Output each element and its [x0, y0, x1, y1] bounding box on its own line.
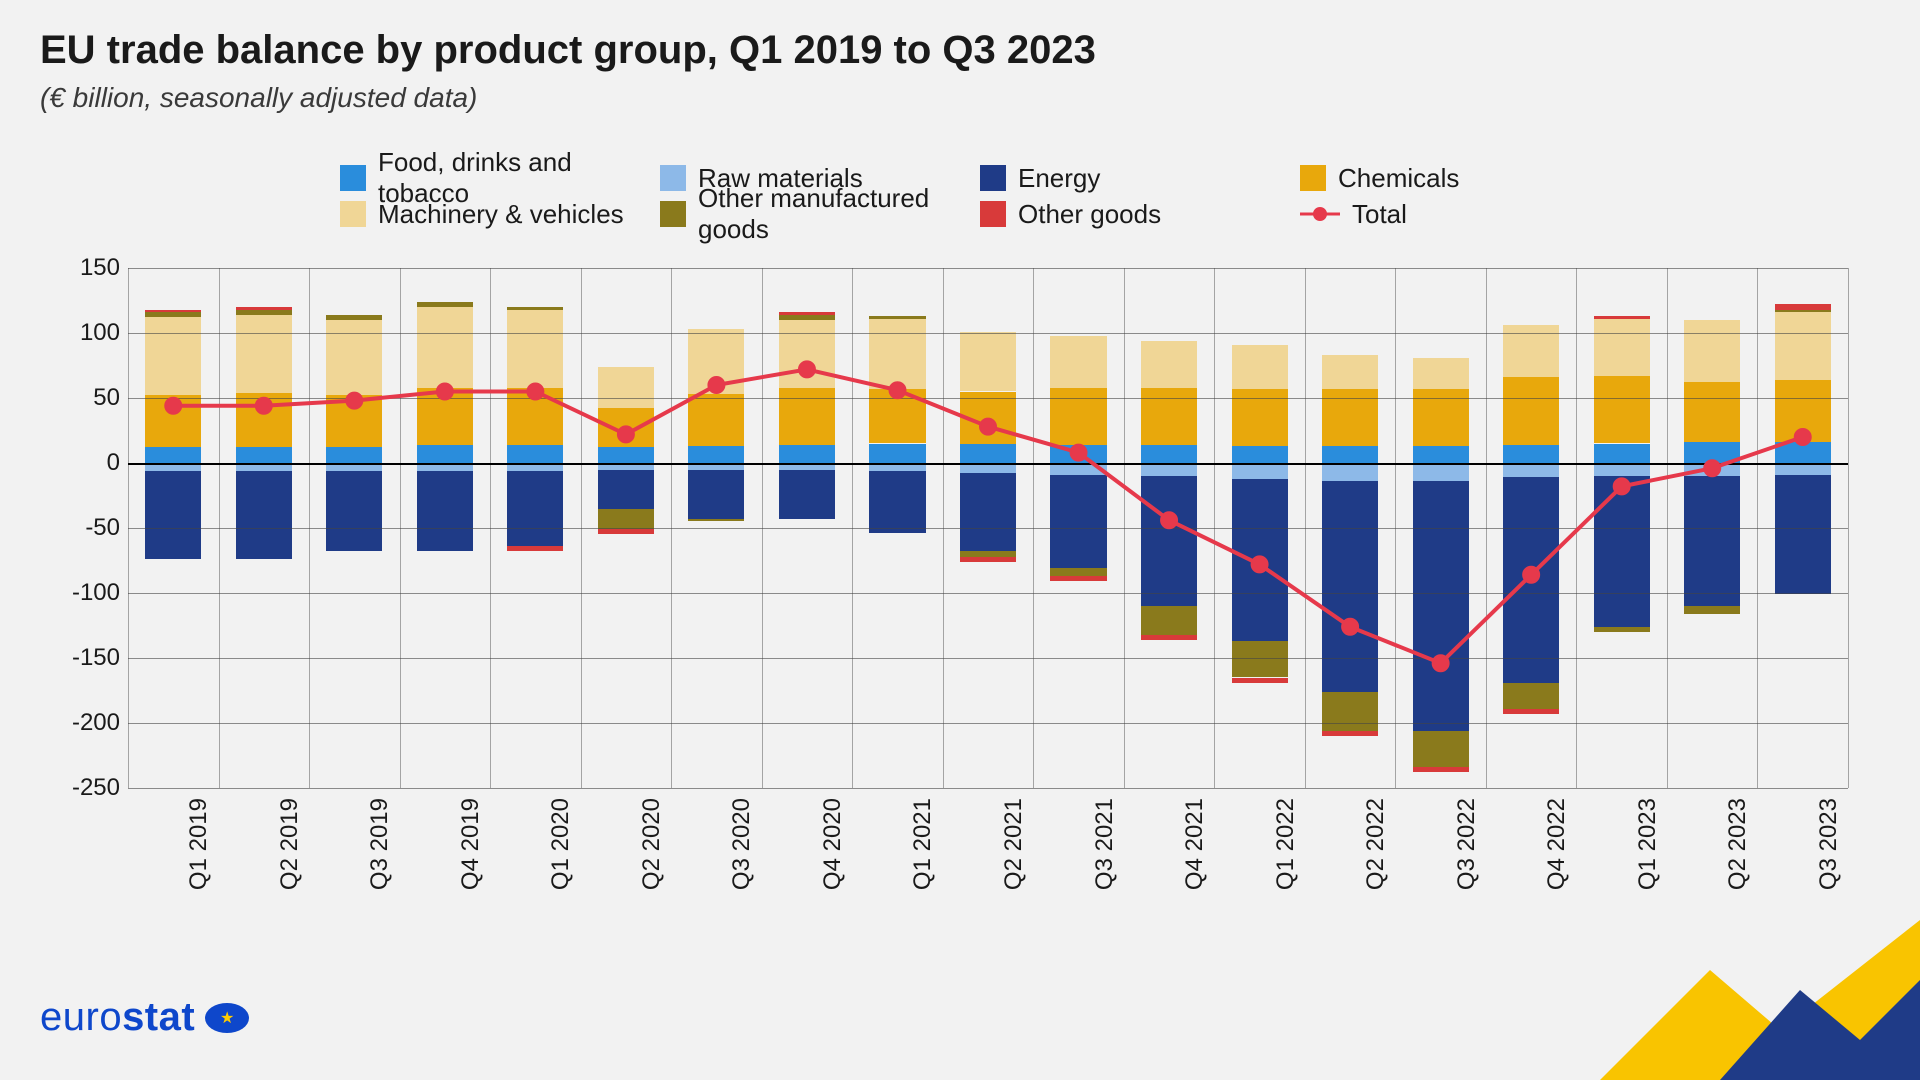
total-line-marker — [1342, 619, 1358, 635]
legend-item: Other manufactured goods — [660, 196, 970, 232]
ytick-label: -250 — [40, 774, 120, 802]
legend-label: Other goods — [1018, 199, 1161, 230]
xtick-label: Q3 2022 — [1453, 798, 1481, 890]
xtick-label: Q4 2019 — [457, 798, 485, 890]
total-line-marker — [708, 377, 724, 393]
total-line-marker — [256, 398, 272, 414]
total-line-marker — [1433, 655, 1449, 671]
total-line-marker — [618, 426, 634, 442]
ytick-label: -100 — [40, 579, 120, 607]
total-line — [128, 268, 1848, 788]
legend-item: Other goods — [980, 196, 1290, 232]
legend-label: Other manufactured goods — [698, 183, 970, 245]
legend-swatch — [660, 165, 686, 191]
legend-swatch — [980, 165, 1006, 191]
xtick-label: Q3 2021 — [1091, 798, 1119, 890]
xtick-label: Q3 2020 — [728, 798, 756, 890]
legend-item: Chemicals — [1300, 160, 1610, 196]
ytick-label: 0 — [40, 449, 120, 477]
ytick-label: 150 — [40, 254, 120, 282]
plot-area — [128, 268, 1848, 788]
legend-item: Total — [1300, 196, 1610, 232]
xtick-label: Q2 2020 — [638, 798, 666, 890]
legend-label: Machinery & vehicles — [378, 199, 624, 230]
total-line-marker — [165, 398, 181, 414]
xtick-label: Q1 2023 — [1634, 798, 1662, 890]
xtick-label: Q1 2022 — [1272, 798, 1300, 890]
total-line-marker — [1523, 567, 1539, 583]
legend-swatch — [980, 201, 1006, 227]
total-line-marker — [527, 384, 543, 400]
legend-swatch — [340, 201, 366, 227]
total-line-marker — [799, 361, 815, 377]
total-line-marker — [1614, 478, 1630, 494]
xtick-label: Q2 2022 — [1362, 798, 1390, 890]
ytick-label: -50 — [40, 514, 120, 542]
total-line-path — [173, 369, 1802, 663]
corner-decoration-icon — [1520, 920, 1920, 1080]
xtick-label: Q1 2020 — [547, 798, 575, 890]
vgridline — [1848, 268, 1849, 788]
chart-subtitle: (€ billion, seasonally adjusted data) — [40, 82, 477, 114]
ytick-label: -200 — [40, 709, 120, 737]
gridline — [128, 788, 1848, 789]
legend-swatch — [660, 201, 686, 227]
total-line-marker — [1704, 460, 1720, 476]
total-line-marker — [1795, 429, 1811, 445]
ytick-label: -150 — [40, 644, 120, 672]
eurostat-logo: eurostat ★ — [40, 995, 249, 1040]
total-line-marker — [346, 393, 362, 409]
xtick-label: Q4 2022 — [1543, 798, 1571, 890]
eu-flag-icon: ★ — [205, 1003, 249, 1033]
total-line-marker — [1252, 556, 1268, 572]
chart-title: EU trade balance by product group, Q1 20… — [40, 28, 1096, 73]
ytick-label: 50 — [40, 384, 120, 412]
brand-suffix: stat — [122, 995, 195, 1040]
legend-label: Chemicals — [1338, 163, 1459, 194]
brand-prefix: euro — [40, 995, 122, 1040]
xtick-label: Q2 2023 — [1724, 798, 1752, 890]
legend-swatch — [1300, 165, 1326, 191]
chart-legend: Food, drinks and tobaccoRaw materialsEne… — [340, 160, 1620, 232]
legend-item: Energy — [980, 160, 1290, 196]
legend-swatch — [340, 165, 366, 191]
total-line-marker — [437, 384, 453, 400]
legend-item: Machinery & vehicles — [340, 196, 650, 232]
legend-item: Food, drinks and tobacco — [340, 160, 650, 196]
total-line-marker — [1071, 445, 1087, 461]
xtick-label: Q1 2019 — [185, 798, 213, 890]
xtick-label: Q1 2021 — [909, 798, 937, 890]
total-line-marker — [889, 382, 905, 398]
xtick-label: Q4 2020 — [819, 798, 847, 890]
chart-area: 150 100 50 0 -50 -100 -150 -200 -250 Q1 2019 Q2 20… — [40, 238, 1860, 888]
ytick-label: 100 — [40, 319, 120, 347]
xtick-label: Q2 2021 — [1000, 798, 1028, 890]
xtick-label: Q3 2019 — [366, 798, 394, 890]
legend-label: Energy — [1018, 163, 1100, 194]
total-line-marker — [1161, 512, 1177, 528]
xtick-label: Q2 2019 — [276, 798, 304, 890]
legend-line-marker — [1300, 205, 1340, 223]
legend-label: Total — [1352, 199, 1407, 230]
total-line-marker — [980, 419, 996, 435]
xtick-label: Q3 2023 — [1815, 798, 1843, 890]
xtick-label: Q4 2021 — [1181, 798, 1209, 890]
